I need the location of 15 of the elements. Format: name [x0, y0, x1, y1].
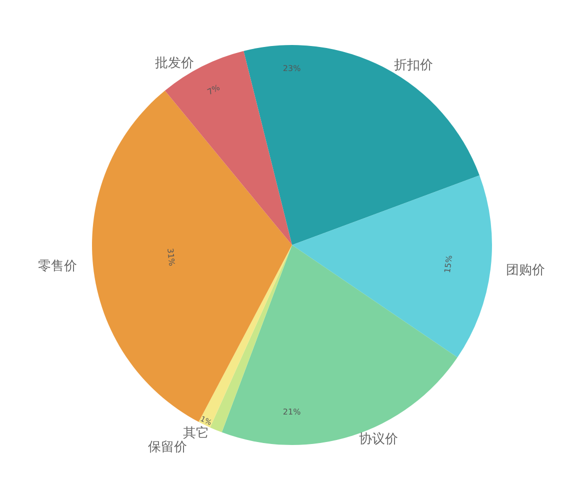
pie-slice — [244, 45, 480, 245]
slice-label: 保留价 — [148, 440, 187, 455]
slice-label: 折扣价 — [394, 58, 433, 73]
data-label: 21% — [282, 407, 302, 416]
data-label: 7% — [206, 82, 222, 97]
pie-slice — [222, 245, 458, 445]
data-label: 15% — [442, 254, 454, 274]
data-label: 31% — [166, 248, 176, 267]
slice-label: 团购价 — [506, 263, 545, 278]
slice-label: 其它 — [183, 425, 209, 441]
slice-label: 协议价 — [359, 432, 398, 447]
slice-label: 零售价 — [38, 259, 77, 274]
slice-label: 批发价 — [155, 56, 194, 71]
pie-slice — [292, 175, 492, 358]
data-label: 23% — [282, 64, 302, 73]
